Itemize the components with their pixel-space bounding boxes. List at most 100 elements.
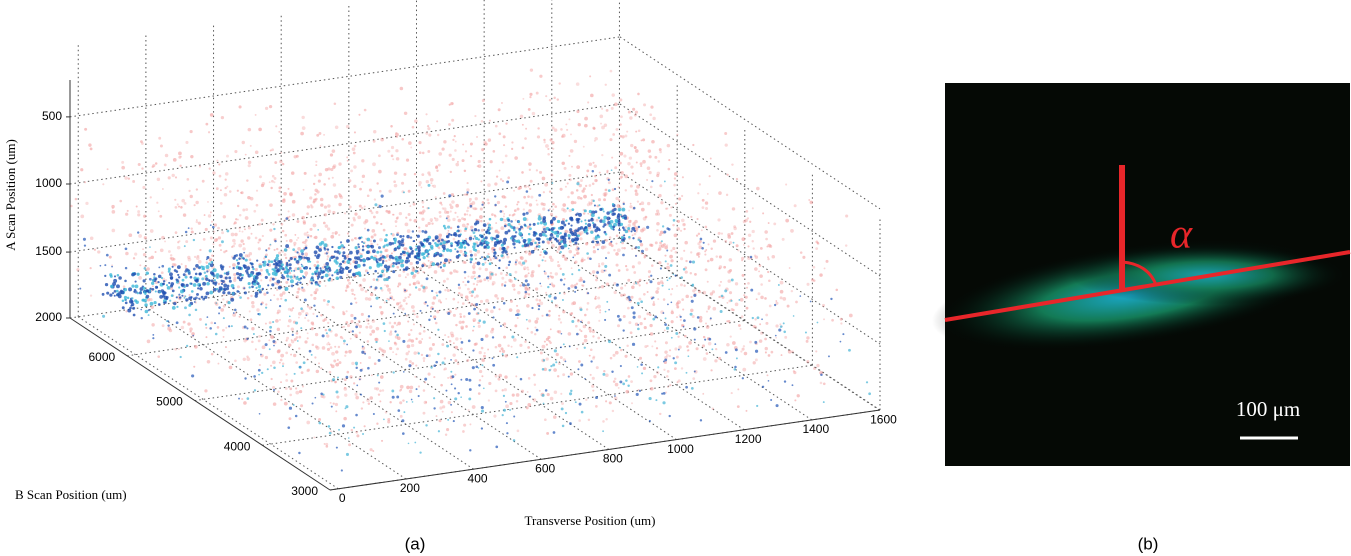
point: [282, 365, 284, 367]
point: [194, 301, 196, 303]
point: [802, 256, 805, 259]
point: [632, 234, 634, 236]
point: [548, 369, 550, 371]
point: [805, 332, 807, 334]
point: [428, 207, 430, 209]
point: [521, 245, 524, 248]
point: [845, 214, 848, 217]
point: [413, 351, 416, 354]
point: [562, 299, 564, 301]
point: [401, 238, 404, 241]
point: [134, 290, 137, 293]
point: [282, 199, 286, 203]
point: [770, 399, 772, 401]
point: [94, 249, 96, 251]
point: [188, 227, 190, 229]
point: [520, 378, 523, 381]
point: [693, 327, 696, 330]
point: [697, 252, 700, 255]
point: [172, 266, 174, 268]
point: [266, 263, 269, 266]
point: [167, 320, 169, 322]
point: [712, 407, 714, 409]
point: [323, 222, 326, 225]
point: [560, 356, 563, 359]
point: [296, 291, 299, 294]
point: [481, 239, 484, 242]
point: [255, 348, 257, 350]
point: [754, 318, 756, 320]
point: [705, 207, 708, 210]
point: [453, 238, 456, 241]
point: [507, 229, 510, 232]
point: [815, 247, 818, 250]
point: [378, 382, 380, 384]
point: [391, 390, 394, 393]
point: [468, 302, 470, 304]
point: [373, 239, 376, 242]
point: [462, 321, 465, 324]
point: [616, 283, 619, 286]
point: [265, 343, 268, 346]
point: [124, 299, 126, 301]
point: [351, 429, 353, 431]
point: [481, 375, 483, 377]
point: [452, 139, 454, 141]
point: [359, 188, 362, 191]
point: [365, 290, 368, 293]
point: [747, 245, 749, 247]
point: [605, 373, 609, 377]
point: [471, 290, 474, 293]
point: [480, 300, 483, 303]
point: [784, 336, 787, 339]
point: [725, 351, 728, 354]
point: [561, 135, 564, 138]
point: [728, 320, 731, 323]
point: [442, 405, 445, 408]
point: [454, 248, 456, 250]
point: [564, 278, 566, 280]
point: [409, 360, 412, 363]
point: [398, 274, 401, 277]
point: [699, 183, 701, 185]
point: [605, 400, 607, 402]
point: [524, 224, 527, 227]
point: [546, 314, 549, 317]
point: [655, 241, 658, 244]
point: [678, 349, 680, 351]
point: [329, 371, 332, 374]
point: [472, 366, 475, 369]
point: [549, 275, 551, 277]
point: [498, 344, 502, 348]
point: [269, 348, 271, 350]
point: [474, 235, 476, 237]
point: [428, 260, 430, 262]
point: [307, 305, 309, 307]
point: [840, 322, 842, 324]
point: [734, 368, 737, 371]
point: [502, 353, 504, 355]
point: [421, 354, 423, 356]
point: [561, 333, 563, 335]
point: [501, 196, 503, 198]
point: [325, 329, 327, 331]
point: [191, 230, 194, 233]
point: [211, 221, 213, 223]
point: [397, 258, 400, 261]
point: [340, 195, 344, 199]
point: [106, 292, 109, 295]
point: [439, 215, 442, 218]
point: [711, 348, 713, 350]
grid-line: [70, 104, 620, 184]
point: [550, 221, 553, 224]
point: [447, 226, 450, 229]
point: [459, 250, 462, 253]
point: [112, 210, 116, 214]
point: [556, 240, 559, 243]
point: [460, 379, 462, 381]
point: [691, 284, 694, 287]
point: [271, 378, 273, 380]
point: [746, 210, 749, 213]
point: [317, 284, 319, 286]
point: [140, 140, 143, 143]
